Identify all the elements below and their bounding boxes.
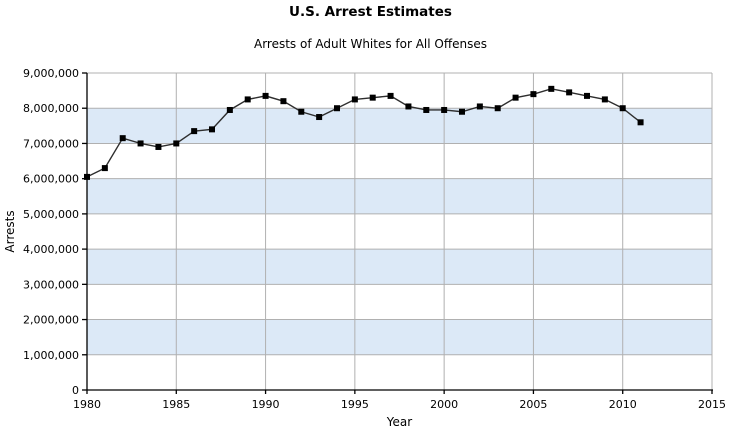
x-tick-label: 2015	[698, 398, 726, 411]
data-point-marker	[191, 128, 198, 135]
data-point-marker	[316, 114, 323, 121]
y-tick-label: 1,000,000	[23, 349, 79, 362]
x-tick-label: 2010	[609, 398, 637, 411]
y-tick-label: 2,000,000	[23, 314, 79, 327]
data-point-marker	[84, 173, 90, 180]
y-tick-label: 8,000,000	[23, 102, 79, 115]
plot-band	[87, 319, 712, 355]
chart-title: U.S. Arrest Estimates	[289, 4, 452, 20]
y-tick-label: 5,000,000	[23, 208, 79, 221]
data-point-marker	[119, 135, 126, 142]
data-point-marker	[530, 91, 537, 98]
data-point-marker	[101, 165, 108, 172]
data-point-marker	[441, 106, 448, 113]
chart-subtitle: Arrests of Adult Whites for All Offenses	[253, 37, 487, 51]
data-point-marker	[351, 96, 358, 103]
data-point-marker	[512, 94, 519, 101]
data-point-marker	[226, 106, 233, 113]
data-point-marker	[262, 92, 269, 99]
data-point-marker	[548, 85, 555, 92]
data-point-marker	[280, 98, 287, 105]
data-point-marker	[566, 89, 573, 96]
data-point-marker	[137, 140, 144, 147]
x-tick-label: 1995	[341, 398, 369, 411]
y-axis-label: Arrests	[3, 210, 17, 252]
data-point-marker	[387, 92, 394, 99]
data-point-marker	[601, 96, 608, 103]
plot-band	[87, 108, 712, 144]
data-point-marker	[423, 106, 430, 113]
y-tick-label: 0	[72, 384, 79, 397]
data-point-marker	[369, 94, 376, 101]
x-tick-label: 2005	[519, 398, 547, 411]
data-point-marker	[476, 103, 483, 110]
data-point-marker	[637, 119, 644, 126]
data-point-marker	[459, 108, 465, 115]
plot-band	[87, 249, 712, 285]
x-tick-label: 1980	[73, 398, 101, 411]
plot-band	[87, 178, 712, 214]
data-point-marker	[619, 105, 626, 112]
x-tick-label: 1985	[162, 398, 190, 411]
x-tick-label: 1990	[252, 398, 280, 411]
data-point-marker	[209, 126, 215, 133]
data-point-marker	[405, 103, 412, 110]
x-tick-label: 2000	[430, 398, 458, 411]
data-point-marker	[298, 108, 305, 115]
data-point-marker	[244, 96, 251, 103]
data-point-marker	[584, 92, 590, 99]
y-tick-label: 6,000,000	[23, 173, 79, 186]
x-axis-label: Year	[386, 415, 412, 429]
y-tick-label: 9,000,000	[23, 67, 79, 80]
data-point-marker	[155, 143, 162, 150]
data-point-marker	[334, 105, 340, 112]
y-tick-label: 3,000,000	[23, 278, 79, 291]
y-tick-label: 4,000,000	[23, 243, 79, 256]
y-tick-label: 7,000,000	[23, 137, 79, 150]
data-point-marker	[173, 140, 180, 147]
data-point-marker	[494, 105, 501, 112]
